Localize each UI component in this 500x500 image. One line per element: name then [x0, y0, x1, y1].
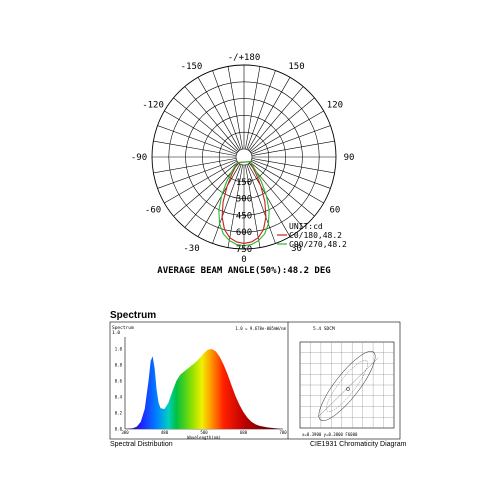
angle-label: 120 — [327, 101, 343, 111]
polar-spoke — [157, 125, 237, 155]
spd-y-tick: 0.6 — [115, 379, 123, 384]
polar-spoke — [197, 77, 241, 151]
spd-inner-unit: 1.0 — [112, 330, 120, 336]
spd-x-tick: 380 — [121, 430, 129, 435]
polar-grid — [151, 64, 337, 250]
polar-spoke — [247, 163, 291, 237]
polar-spoke — [212, 164, 242, 244]
radial-tick-label: 750 — [236, 245, 252, 255]
polar-spoke — [227, 66, 243, 150]
polar-curves — [218, 160, 270, 247]
angle-label: -150 — [181, 62, 203, 72]
polar-spoke — [251, 159, 331, 189]
spectrum-title: Spectrum — [110, 310, 157, 321]
polar-spoke — [246, 164, 276, 244]
spectral-distribution-caption: Spectral Distribution — [110, 441, 173, 448]
angle-label: -120 — [142, 101, 164, 111]
spd-annotation: 1.0 = 9.678e-005mW/nm — [235, 326, 286, 331]
angle-label: 60 — [330, 206, 341, 216]
polar-spoke — [173, 97, 239, 153]
polar-spoke — [248, 86, 304, 152]
polar-spoke — [248, 162, 304, 228]
polar-spoke — [184, 162, 240, 228]
spd-x-tick: 680 — [240, 430, 248, 435]
radial-tick-label: 150 — [236, 178, 252, 188]
polar-spoke — [197, 163, 241, 237]
radial-tick-label: 600 — [236, 228, 252, 238]
cie-caption: CIE1931 Chromaticity Diagram — [310, 441, 407, 448]
polar-spoke — [250, 160, 324, 204]
polar-spoke — [245, 66, 261, 150]
polar-spoke — [251, 140, 335, 156]
spd-inner-title: Spectrum — [112, 325, 134, 331]
angle-label: 0 — [241, 255, 246, 265]
beam-angle-caption: AVERAGE BEAM ANGLE(50%):48.2 DEG — [157, 266, 330, 276]
spd-x-tick: 480 — [161, 430, 169, 435]
spd-x-tick: 780 — [279, 430, 287, 435]
polar-spoke — [251, 125, 331, 155]
angle-label: -60 — [145, 206, 161, 216]
cie-ellipse-inner — [326, 360, 368, 412]
radial-tick-label: 300 — [236, 195, 252, 205]
cie-measured-point — [346, 387, 350, 391]
spd-area — [125, 349, 283, 429]
polar-spoke — [153, 140, 237, 156]
angle-label: 90 — [344, 153, 355, 163]
spd-y-tick: 0.4 — [115, 395, 123, 400]
angle-label: 150 — [288, 62, 304, 72]
polar-spoke — [245, 164, 261, 248]
polar-spoke — [164, 110, 238, 154]
angle-label: -/+180 — [228, 53, 261, 63]
polar-spoke — [250, 110, 324, 154]
polar-spoke — [173, 161, 239, 217]
polar-spoke — [251, 158, 335, 174]
spd-y-tick: 0.8 — [115, 363, 123, 368]
polar-spoke — [227, 164, 243, 248]
cie-readout: x=0.3900 y=0.3800 F6000 — [302, 432, 358, 437]
spd-y-tick: 1.0 — [115, 347, 123, 352]
spd-x-label: Wavelength(nm) — [187, 435, 221, 440]
legend-label: C90/270,48.2 — [289, 240, 347, 249]
spd-y-tick: 0.2 — [115, 411, 123, 416]
polar-spoke — [157, 159, 237, 189]
angle-label: -30 — [183, 244, 199, 254]
polar-spoke — [184, 86, 240, 152]
cie-sdcm-label: 5.4 SDCM — [313, 326, 335, 332]
polar-spoke — [249, 97, 315, 153]
unit-label: UNIT:cd — [289, 222, 323, 231]
polar-spoke — [247, 77, 291, 151]
cie-chromaticity-chart: 5.4 SDCM x=0.3900 y=0.3800 F6000 — [299, 326, 395, 437]
radial-tick-label: 450 — [236, 211, 252, 221]
angle-label: 30 — [291, 244, 302, 254]
polar-series-c90-270 — [218, 160, 270, 247]
polar-spoke — [246, 70, 276, 150]
polar-spoke — [249, 161, 315, 217]
spd-y-tick: 0.0 — [115, 427, 123, 432]
polar-spoke — [212, 70, 242, 150]
legend-label: C0/180,48.2 — [289, 231, 342, 240]
cie-ellipse-outer — [318, 351, 376, 421]
angle-label: -90 — [131, 153, 147, 163]
spd-x-tick: 580 — [200, 430, 208, 435]
spectral-distribution-chart: 0.0 0.2 0.4 0.6 0.8 1.0 380 480 580 680 780 Wavelen… — [112, 325, 287, 440]
polar-spoke — [164, 160, 238, 204]
polar-spoke — [153, 158, 237, 174]
